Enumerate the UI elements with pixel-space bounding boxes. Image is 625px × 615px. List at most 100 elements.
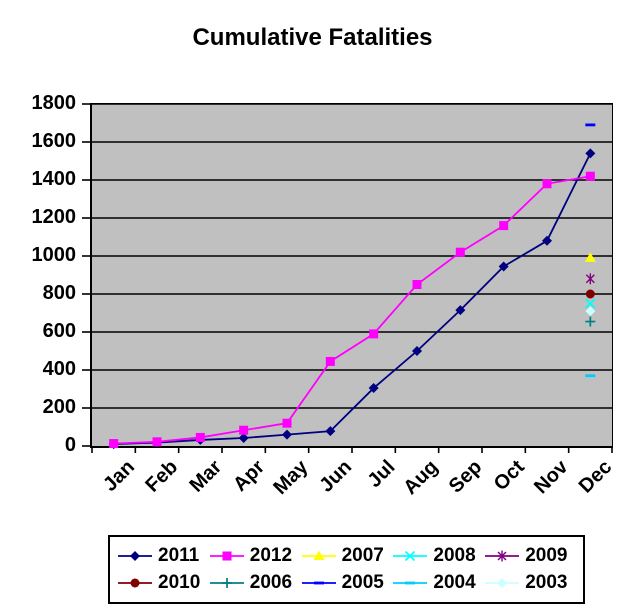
data-point-2011-Dec [585,148,596,159]
x-axis-label: Oct [490,456,530,496]
data-point-2007-Dec [584,252,596,262]
data-point-2012-Oct [499,221,509,231]
legend-marker-2011 [118,551,152,561]
data-point-2003-Dec [585,306,596,317]
legend-marker-2007 [301,550,336,560]
legend-glyph-2009 [497,551,507,561]
legend-item-2008: 2008 [393,545,485,567]
legend-item-2010: 2010 [118,572,210,594]
data-point-2012-Dec [585,171,595,181]
y-axis-label: 600 [42,320,76,342]
data-point-2003-Dec [585,306,596,317]
data-point-2011-Sep [455,305,466,316]
legend-label: 2003 [525,572,568,593]
y-axis-label: 0 [64,434,76,456]
y-axis-label: 1400 [31,168,77,190]
data-point-2004-Dec [585,374,596,378]
data-point-2011-Jul [368,383,379,394]
data-point-2012-Jul [369,329,379,339]
legend-label: 2004 [433,572,476,593]
legend-glyph-2005 [313,581,324,585]
data-point-2012-Apr [239,425,249,435]
data-point-2012-Jan [109,439,119,449]
data-point-2012-Aug [412,280,422,289]
legend-item-2005: 2005 [301,572,394,594]
legend-glyph-2008 [405,550,416,562]
legend-marker-2009 [485,550,520,562]
legend-item-2012: 2012 [209,545,302,567]
chart-title: Cumulative Fatalities [192,24,433,51]
legend-glyph-2011 [130,551,140,561]
data-point-2012-Nov [542,179,552,189]
y-axis-label: 800 [42,282,76,304]
data-point-2011-Nov [542,235,552,246]
legend-label: 2005 [341,572,384,593]
data-point-2011-Sep [455,305,466,316]
legend-item-2007: 2007 [301,545,394,567]
y-axis-label: 1000 [31,244,77,266]
y-axis-label: 400 [42,358,76,380]
data-point-2011-Aug [412,346,422,356]
data-point-2011-Apr [238,433,249,444]
data-point-2012-Apr [239,425,249,435]
data-point-2012-Mar [195,432,205,442]
data-point-2012-Sep [455,247,465,257]
data-point-2008-Dec [585,298,596,309]
data-point-2012-Nov [542,179,552,189]
legend-label: 2010 [158,572,201,593]
y-axis-label: 200 [42,396,76,418]
legend-item-2009: 2009 [485,545,577,567]
x-axis-label: Dec [574,456,616,498]
x-axis-label: Apr [229,456,270,496]
x-axis-label: Jan [99,456,140,496]
legend-marker-2010 [118,578,152,588]
data-point-2012-May [282,418,292,428]
legend-label: 2011 [158,545,200,566]
data-point-2004-Dec [585,374,596,378]
y-axis-label: 1600 [31,130,77,152]
data-point-2011-Jun [325,426,336,437]
x-axis-label: Aug [399,456,443,500]
plot-area [82,103,613,453]
data-point-2011-Jul [368,383,379,394]
legend-item-2003: 2003 [485,572,577,594]
legend-marker-2003 [485,578,520,588]
data-point-2012-Jun [325,356,335,366]
legend-label: 2012 [249,545,293,566]
data-point-2012-Sep [455,247,465,257]
legend-item-2004: 2004 [393,572,485,594]
legend-item-2011: 2011 [118,545,210,567]
data-point-2012-Oct [499,221,509,231]
x-axis-label: May [269,456,313,500]
data-point-2012-Feb [152,437,162,447]
data-point-2010-Dec [585,289,595,299]
data-point-2011-Apr [238,433,249,444]
x-axis-label: Jun [315,456,356,497]
legend-glyph-2010 [130,578,140,588]
data-point-2012-Mar [195,432,205,442]
data-point-2012-Dec [585,171,595,181]
legend-label: 2009 [525,545,568,566]
legend-item-2006: 2006 [209,572,302,594]
x-axis-label: Mar [185,456,226,497]
data-point-2008-Dec [585,298,596,309]
legend-marker-2008 [393,550,428,562]
data-point-2011-May [282,429,292,440]
data-point-2009-Dec [585,273,595,285]
data-point-2011-Jun [325,426,336,437]
data-point-2011-May [282,429,292,440]
data-point-2011-Dec [585,148,596,159]
legend-label: 2008 [433,545,476,566]
plot-svg [82,103,613,453]
data-point-2010-Dec [585,289,595,299]
data-point-2011-Aug [412,346,422,356]
legend-glyph-2004 [405,581,416,585]
data-point-2012-May [282,418,292,428]
data-point-2005-Dec [585,123,596,127]
data-point-2012-Jun [325,356,335,366]
legend-glyph-2007 [313,550,325,560]
data-point-2007-Dec [584,252,596,262]
x-axis-label: Sep [444,456,486,498]
legend-glyph-2003 [497,578,508,588]
data-point-2011-Oct [498,261,509,272]
